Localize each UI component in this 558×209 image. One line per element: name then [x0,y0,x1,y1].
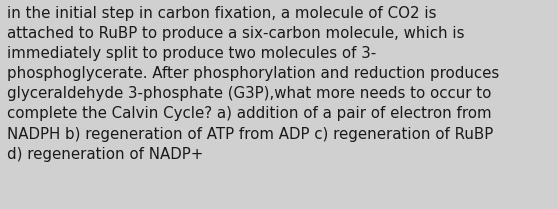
Text: in the initial step in carbon fixation, a molecule of CO2 is
attached to RuBP to: in the initial step in carbon fixation, … [7,6,499,162]
